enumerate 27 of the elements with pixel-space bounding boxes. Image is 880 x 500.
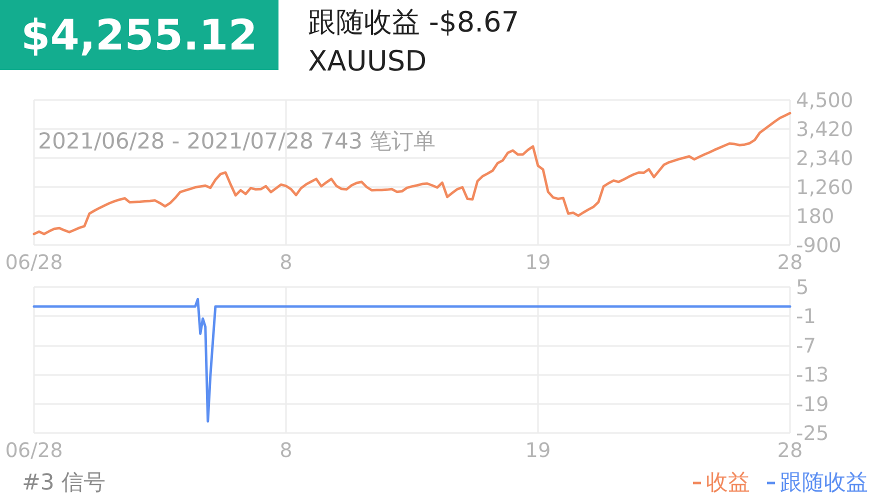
- x-tick-label: 28: [777, 250, 803, 274]
- line-series: [32, 112, 792, 236]
- line-series: [32, 298, 792, 423]
- y-tick-label: 1,260: [796, 175, 854, 199]
- legend-label: 跟随收益: [780, 470, 868, 496]
- legend-label: 收益: [706, 470, 750, 496]
- y-tick-label: -7: [796, 333, 816, 358]
- y-tick-label: -1: [796, 304, 816, 328]
- y-tick-label: 2,340: [796, 146, 854, 170]
- y-tick-label: -19: [796, 392, 829, 416]
- y-tick-label: 3,420: [796, 117, 854, 141]
- annotation: 2021/06/28 - 2021/07/28 743 笔订单: [38, 130, 436, 154]
- chart-subtitle: 跟随收益 -$8.67: [308, 6, 520, 38]
- x-tick-label: 8: [280, 438, 292, 462]
- x-tick-label: 06/28: [5, 250, 63, 274]
- chart-title: $4,255.12: [21, 10, 258, 60]
- x-tick-label: 19: [525, 250, 551, 274]
- text: #3 信号: [22, 470, 106, 496]
- x-tick-label: 8: [280, 250, 292, 274]
- y-tick-label: 5: [796, 275, 809, 299]
- y-tick-label: 4,500: [796, 88, 854, 112]
- x-tick-label: 06/28: [5, 438, 63, 462]
- x-tick-label: 28: [777, 438, 803, 462]
- text: XAUUSD: [308, 44, 427, 78]
- x-tick-label: 19: [525, 438, 551, 462]
- y-tick-label: -13: [796, 362, 829, 387]
- y-tick-label: 180: [796, 204, 834, 228]
